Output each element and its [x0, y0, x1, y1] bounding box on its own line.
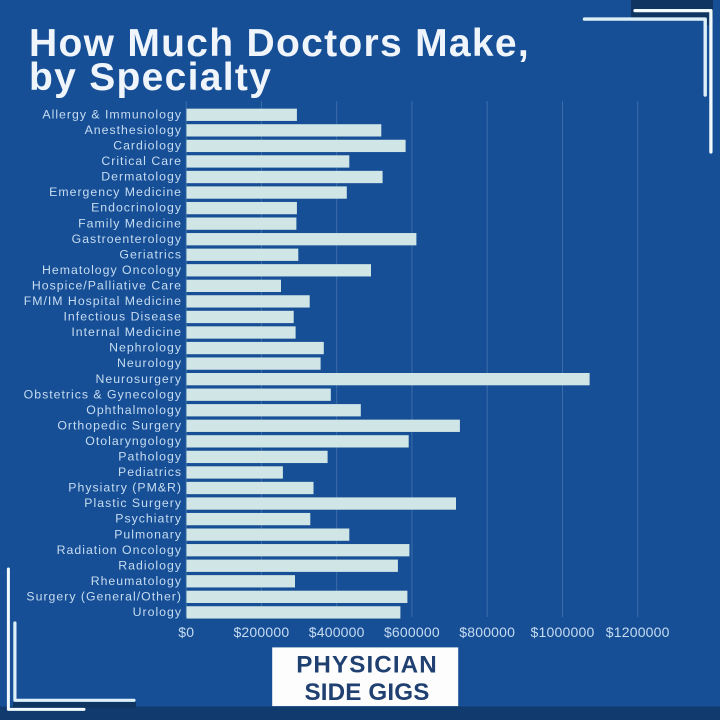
svg-text:Pediatrics: Pediatrics [118, 465, 182, 479]
svg-text:$600000: $600000 [384, 624, 440, 640]
svg-text:Otolaryngology: Otolaryngology [85, 434, 182, 448]
svg-text:$800000: $800000 [459, 624, 515, 640]
svg-text:Cardiology: Cardiology [113, 139, 182, 153]
svg-text:$200000: $200000 [233, 624, 289, 640]
svg-text:How Much Doctors Make,: How Much Doctors Make, [29, 22, 530, 65]
svg-text:Plastic Surgery: Plastic Surgery [84, 496, 182, 510]
svg-text:Family Medicine: Family Medicine [78, 216, 182, 230]
svg-text:Physiatry (PM&R): Physiatry (PM&R) [68, 481, 182, 495]
svg-text:Surgery (General/Other): Surgery (General/Other) [26, 589, 182, 603]
svg-text:Internal Medicine: Internal Medicine [71, 325, 182, 339]
svg-text:PHYSICIAN: PHYSICIAN [296, 651, 438, 678]
svg-text:Gastroenterology: Gastroenterology [72, 232, 182, 246]
svg-text:by Specialty: by Specialty [29, 56, 272, 99]
svg-text:Neurology: Neurology [117, 356, 182, 370]
svg-text:Neurosurgery: Neurosurgery [96, 372, 183, 386]
svg-text:Orthopedic Surgery: Orthopedic Surgery [57, 418, 182, 432]
svg-text:Urology: Urology [133, 605, 182, 619]
svg-text:$1000000: $1000000 [531, 624, 595, 640]
svg-text:Pathology: Pathology [118, 450, 182, 464]
svg-text:Critical Care: Critical Care [101, 154, 182, 168]
svg-text:Obstetrics & Gynecology: Obstetrics & Gynecology [24, 387, 182, 401]
svg-text:$1200000: $1200000 [606, 624, 670, 640]
svg-text:Ophthalmology: Ophthalmology [86, 403, 182, 417]
svg-text:$0: $0 [178, 624, 194, 640]
svg-text:Psychiatry: Psychiatry [115, 512, 182, 526]
svg-text:Dermatology: Dermatology [101, 170, 182, 184]
svg-text:FM/IM Hospital Medicine: FM/IM Hospital Medicine [24, 294, 182, 308]
svg-text:Anesthesiology: Anesthesiology [85, 123, 182, 137]
svg-text:Infectious Disease: Infectious Disease [64, 310, 182, 324]
svg-text:Pulmonary: Pulmonary [114, 527, 182, 541]
svg-text:Radiology: Radiology [118, 558, 182, 572]
svg-text:$400000: $400000 [309, 624, 365, 640]
svg-text:Endocrinology: Endocrinology [91, 201, 182, 215]
svg-text:SIDE GIGS: SIDE GIGS [304, 679, 429, 706]
svg-text:Emergency Medicine: Emergency Medicine [49, 185, 182, 199]
svg-text:Hematology Oncology: Hematology Oncology [42, 263, 182, 277]
svg-text:Geriatrics: Geriatrics [119, 247, 182, 261]
svg-text:Nephrology: Nephrology [109, 341, 182, 355]
svg-text:Radiation Oncology: Radiation Oncology [57, 543, 182, 557]
svg-text:Hospice/Palliative Care: Hospice/Palliative Care [32, 278, 182, 292]
svg-text:Allergy & Immunology: Allergy & Immunology [42, 107, 182, 121]
svg-text:Rheumatology: Rheumatology [91, 574, 182, 588]
